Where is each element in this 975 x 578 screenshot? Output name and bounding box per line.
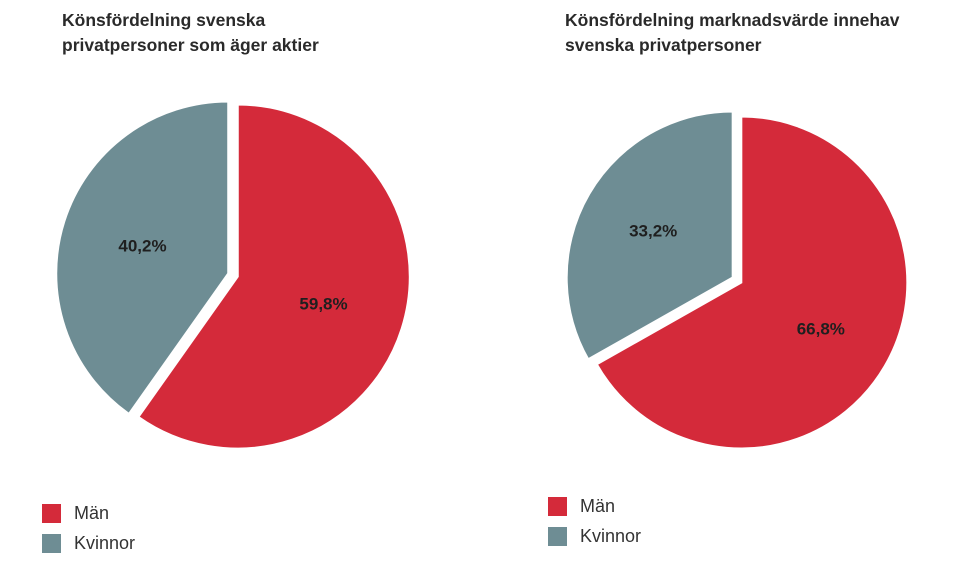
chart-title-line-2: privatpersoner som äger aktier (62, 35, 319, 55)
legend-label-kvinnor: Kvinnor (74, 532, 136, 553)
legend-swatch-man (548, 496, 567, 516)
legend-item-kvinnor: Kvinnor (548, 525, 641, 547)
legend-label-man: Män (580, 495, 616, 516)
pie-slice-kvinnor (55, 100, 230, 416)
slice-label-kvinnor: 40,2% (118, 237, 166, 256)
legend-label-kvinnor: Kvinnor (580, 525, 642, 546)
legend-swatch-kvinnor (548, 526, 567, 546)
pie-slice-kvinnor (565, 110, 734, 361)
chart-title: Könsfördelning svenska privatpersoner so… (62, 8, 442, 58)
legend-item-kvinnor: Kvinnor (42, 532, 135, 554)
pie-slice-man (595, 115, 909, 450)
chart-title-line-1: Könsfördelning marknadsvärde innehav (565, 10, 900, 30)
legend-item-man: Män (42, 502, 135, 524)
chart-title-line-2: svenska privatpersoner (565, 35, 762, 55)
chart-legend: Män Kvinnor (42, 502, 135, 562)
pie-slice-man (137, 103, 411, 450)
legend-swatch-kvinnor (42, 533, 61, 553)
legend-item-man: Män (548, 495, 641, 517)
pie-chart: 66,8% 33,2% (565, 110, 909, 450)
legend-swatch-man (42, 503, 61, 523)
chart-title-line-1: Könsfördelning svenska (62, 10, 266, 30)
chart-title: Könsfördelning marknadsvärde innehav sve… (565, 8, 965, 58)
pie-chart: 59,8% 40,2% (55, 100, 411, 450)
slice-label-man: 66,8% (797, 319, 845, 338)
chart-panel-market-value: Könsfördelning marknadsvärde innehav sve… (487, 0, 975, 578)
legend-label-man: Män (74, 502, 110, 523)
chart-legend: Män Kvinnor (548, 495, 641, 555)
slice-label-kvinnor: 33,2% (629, 222, 677, 241)
slice-label-man: 59,8% (299, 294, 347, 313)
chart-panel-shareholders: Könsfördelning svenska privatpersoner so… (0, 0, 487, 578)
